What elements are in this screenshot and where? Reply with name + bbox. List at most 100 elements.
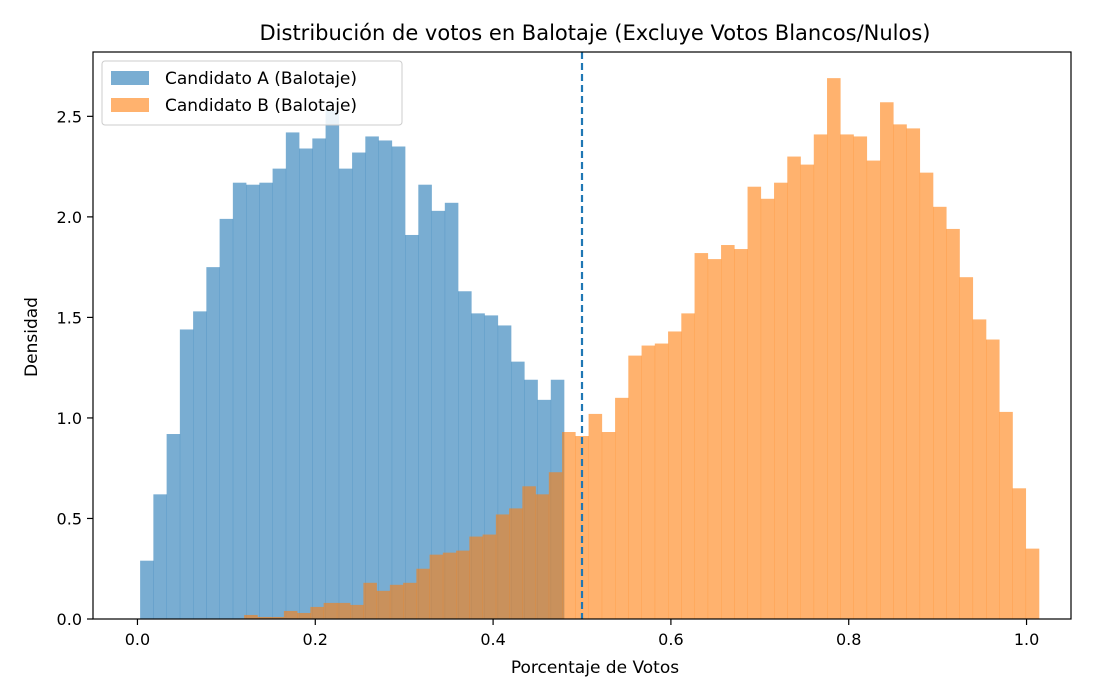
bar-b-38 — [747, 186, 762, 619]
bar-b-6 — [323, 602, 338, 619]
bar-b-53 — [946, 228, 960, 620]
bar-b-14 — [429, 554, 444, 619]
bar-b-24 — [562, 432, 576, 619]
bar-b-45 — [840, 134, 854, 620]
legend-swatch-b — [111, 98, 149, 112]
bar-a-12 — [299, 148, 313, 620]
bar-b-39 — [760, 198, 775, 619]
y-tick-label-2: 1.0 — [57, 409, 82, 428]
chart-title: Distribución de votos en Balotaje (Exclu… — [260, 21, 931, 45]
x-tick-label-3: 0.6 — [658, 630, 683, 649]
bar-b-47 — [866, 160, 881, 619]
bar-b-19 — [495, 514, 510, 619]
bar-a-23 — [444, 202, 459, 620]
bar-b-18 — [482, 534, 497, 619]
bar-b-58 — [1012, 488, 1027, 619]
bar-b-46 — [853, 136, 868, 619]
bar-b-4 — [297, 612, 311, 619]
bar-a-15 — [338, 168, 353, 620]
bar-b-20 — [509, 508, 523, 619]
bar-a-10 — [272, 168, 287, 620]
bar-b-31 — [654, 343, 669, 619]
bar-a-1 — [153, 494, 167, 619]
bar-a-9 — [259, 182, 273, 620]
bar-b-21 — [522, 486, 536, 619]
y-tick-label-3: 1.5 — [57, 308, 82, 327]
bar-b-44 — [827, 78, 841, 619]
bar-b-12 — [403, 582, 417, 619]
bar-a-11 — [285, 132, 300, 619]
bar-b-40 — [774, 182, 788, 620]
bar-a-6 — [219, 218, 234, 619]
bar-b-49 — [893, 124, 907, 619]
bar-b-50 — [906, 128, 921, 620]
bar-a-0 — [140, 560, 154, 619]
y-tick-label-0: 0.0 — [57, 610, 82, 629]
bar-b-16 — [456, 550, 470, 619]
bar-b-5 — [310, 606, 324, 619]
bar-b-13 — [416, 568, 430, 619]
bar-b-52 — [933, 206, 947, 619]
bar-a-19 — [391, 146, 406, 619]
legend-label-a: Candidato A (Balotaje) — [165, 69, 357, 89]
bar-a-20 — [405, 234, 419, 619]
bar-a-7 — [232, 182, 247, 620]
x-tick-label-2: 0.4 — [480, 630, 505, 649]
legend-label-b: Candidato B (Balotaje) — [165, 96, 357, 116]
bar-b-9 — [363, 582, 377, 619]
y-tick-label-1: 0.5 — [57, 509, 82, 528]
bar-b-1 — [257, 616, 271, 619]
bar-b-37 — [734, 249, 748, 620]
bar-a-18 — [378, 140, 393, 619]
bar-b-22 — [535, 494, 550, 619]
x-tick-label-0: 0.0 — [125, 630, 150, 649]
series-candidato-a-balotaje — [140, 110, 565, 620]
bar-b-36 — [721, 245, 735, 619]
bar-b-41 — [787, 156, 801, 619]
bar-b-35 — [707, 259, 722, 619]
bar-a-2 — [166, 434, 181, 619]
legend-swatch-a — [111, 71, 149, 85]
y-tick-label-5: 2.5 — [57, 107, 82, 126]
bar-b-7 — [336, 602, 351, 619]
x-tick-label-5: 1.0 — [1014, 630, 1039, 649]
bar-b-2 — [270, 616, 285, 619]
y-axis: 0.0 0.5 1.0 1.5 2.0 2.5 — [57, 107, 93, 629]
bar-b-3 — [283, 610, 298, 619]
bars-layer — [140, 78, 1040, 620]
bar-a-14 — [325, 110, 340, 620]
bar-b-10 — [376, 590, 391, 619]
bar-b-56 — [986, 339, 1000, 619]
bar-b-54 — [959, 277, 974, 619]
bar-b-51 — [919, 172, 934, 619]
bar-b-29 — [628, 355, 642, 619]
bar-a-21 — [418, 184, 432, 619]
x-axis: 0.0 0.2 0.4 0.6 0.8 1.0 — [125, 619, 1039, 649]
bar-a-8 — [246, 184, 260, 619]
bar-b-28 — [615, 397, 629, 619]
bar-b-59 — [1025, 548, 1040, 619]
bar-b-55 — [972, 319, 987, 619]
bar-a-4 — [193, 311, 207, 619]
bar-b-57 — [999, 411, 1013, 619]
bar-b-43 — [813, 134, 828, 620]
bar-b-17 — [469, 536, 483, 619]
bar-b-23 — [548, 472, 563, 619]
y-tick-label-4: 2.0 — [57, 208, 82, 227]
bar-b-30 — [641, 345, 656, 619]
x-tick-label-1: 0.2 — [303, 630, 328, 649]
bar-b-8 — [350, 604, 364, 619]
legend-box — [101, 60, 403, 126]
bar-a-22 — [431, 210, 446, 619]
y-axis-title: Densidad — [22, 297, 42, 377]
bar-a-13 — [312, 138, 326, 619]
bar-b-0 — [244, 614, 258, 619]
plot-frame — [92, 51, 1072, 620]
x-tick-label-4: 0.8 — [836, 630, 861, 649]
bar-a-3 — [179, 329, 194, 619]
series-candidato-b-balotaje — [244, 78, 1040, 620]
bar-b-34 — [694, 253, 709, 619]
bar-b-11 — [389, 584, 404, 619]
